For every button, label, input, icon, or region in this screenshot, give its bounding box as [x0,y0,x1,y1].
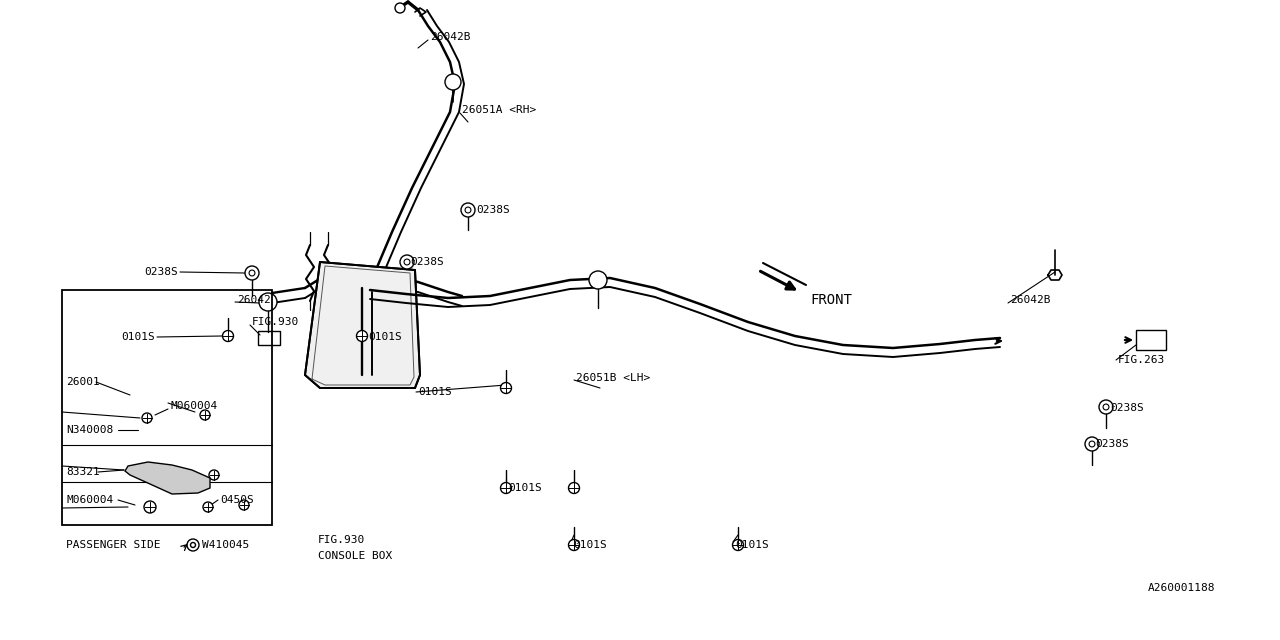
Text: 0238S: 0238S [1094,439,1129,449]
Circle shape [1100,400,1114,414]
Text: 0101S: 0101S [508,483,541,493]
Text: 26042B: 26042B [1010,295,1051,305]
Polygon shape [305,262,420,388]
Circle shape [500,383,512,394]
Circle shape [732,540,744,550]
Text: FRONT: FRONT [810,293,852,307]
Text: 0101S: 0101S [735,540,769,550]
Text: A260001188: A260001188 [1148,583,1216,593]
Circle shape [204,502,212,512]
Circle shape [209,470,219,480]
Text: PASSENGER SIDE: PASSENGER SIDE [67,540,160,550]
Circle shape [568,483,580,493]
Circle shape [1089,441,1094,447]
Text: M060004: M060004 [170,401,218,411]
Text: 0101S: 0101S [122,332,155,342]
Text: CONSOLE BOX: CONSOLE BOX [317,551,392,561]
Text: 83321: 83321 [67,467,100,477]
Text: 0238S: 0238S [410,257,444,267]
Bar [259,331,280,345]
Text: 0101S: 0101S [369,332,402,342]
Text: 26051A <RH>: 26051A <RH> [462,105,536,115]
Circle shape [461,203,475,217]
Bar [61,290,273,525]
Circle shape [500,483,512,493]
Text: FIG.930: FIG.930 [252,317,300,327]
Text: W410045: W410045 [202,540,250,550]
Text: 0101S: 0101S [419,387,452,397]
Bar [1137,330,1166,350]
Text: M060004: M060004 [67,495,113,505]
Text: 26001: 26001 [67,377,100,387]
Circle shape [259,293,276,311]
Circle shape [357,330,367,342]
Circle shape [589,271,607,289]
Circle shape [145,501,156,513]
Text: 0450S: 0450S [220,495,253,505]
Circle shape [142,413,152,423]
Text: 0238S: 0238S [1110,403,1144,413]
Circle shape [568,540,580,550]
Circle shape [239,500,250,510]
Text: N340008: N340008 [67,425,113,435]
Text: 0238S: 0238S [145,267,178,277]
Text: FIG.930: FIG.930 [317,535,365,545]
Polygon shape [125,462,210,494]
Circle shape [187,539,198,551]
Circle shape [399,255,413,269]
Text: FIG.263: FIG.263 [1117,355,1165,365]
Circle shape [250,270,255,276]
Circle shape [404,259,410,265]
Circle shape [445,74,461,90]
Circle shape [191,543,196,547]
Circle shape [200,410,210,420]
Text: 0238S: 0238S [476,205,509,215]
Circle shape [244,266,259,280]
Circle shape [223,330,233,342]
Circle shape [396,3,404,13]
Text: 26051B <LH>: 26051B <LH> [576,373,650,383]
Circle shape [465,207,471,213]
Text: 26042B: 26042B [430,32,471,42]
Text: 26042: 26042 [237,295,271,305]
Text: 0101S: 0101S [573,540,607,550]
Circle shape [1103,404,1108,410]
Circle shape [1085,437,1100,451]
